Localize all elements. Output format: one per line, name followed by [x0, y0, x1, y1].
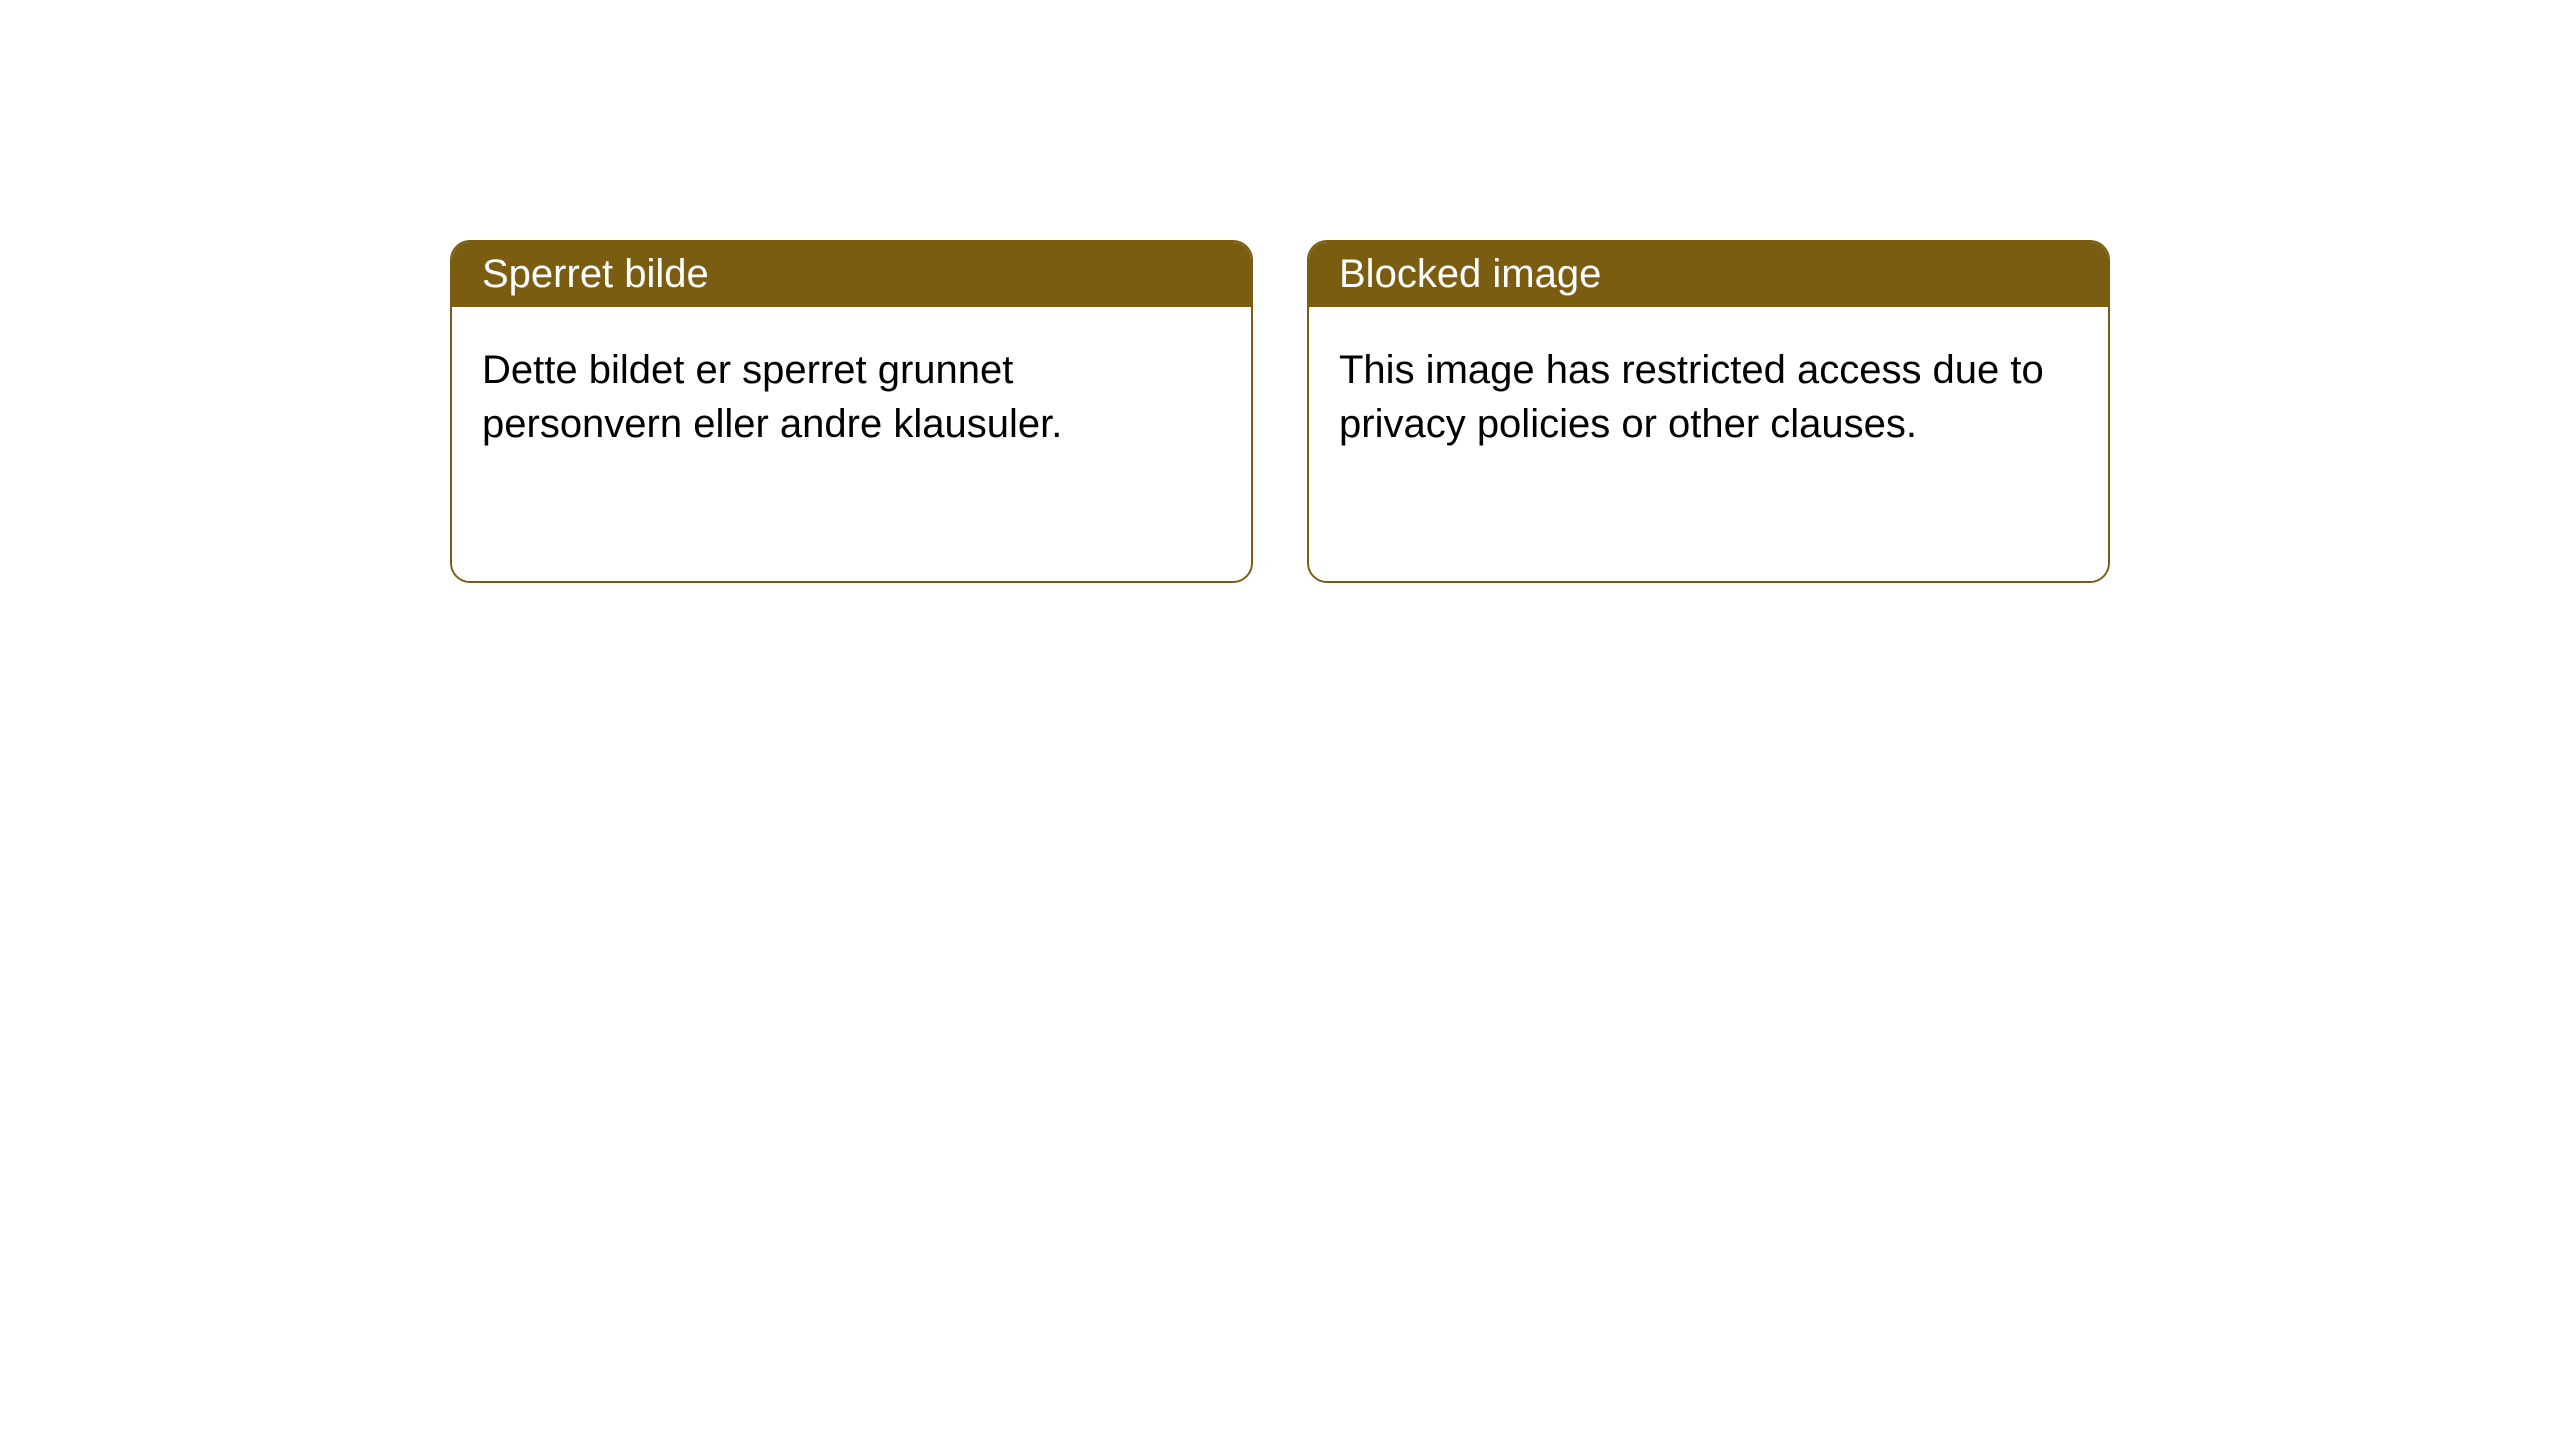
- blocked-image-cards-row: Sperret bilde Dette bildet er sperret gr…: [450, 240, 2110, 583]
- card-title-en: Blocked image: [1309, 242, 2108, 307]
- blocked-image-card-no: Sperret bilde Dette bildet er sperret gr…: [450, 240, 1253, 583]
- blocked-image-card-en: Blocked image This image has restricted …: [1307, 240, 2110, 583]
- card-body-no: Dette bildet er sperret grunnet personve…: [452, 307, 1251, 581]
- card-body-en: This image has restricted access due to …: [1309, 307, 2108, 581]
- card-title-no: Sperret bilde: [452, 242, 1251, 307]
